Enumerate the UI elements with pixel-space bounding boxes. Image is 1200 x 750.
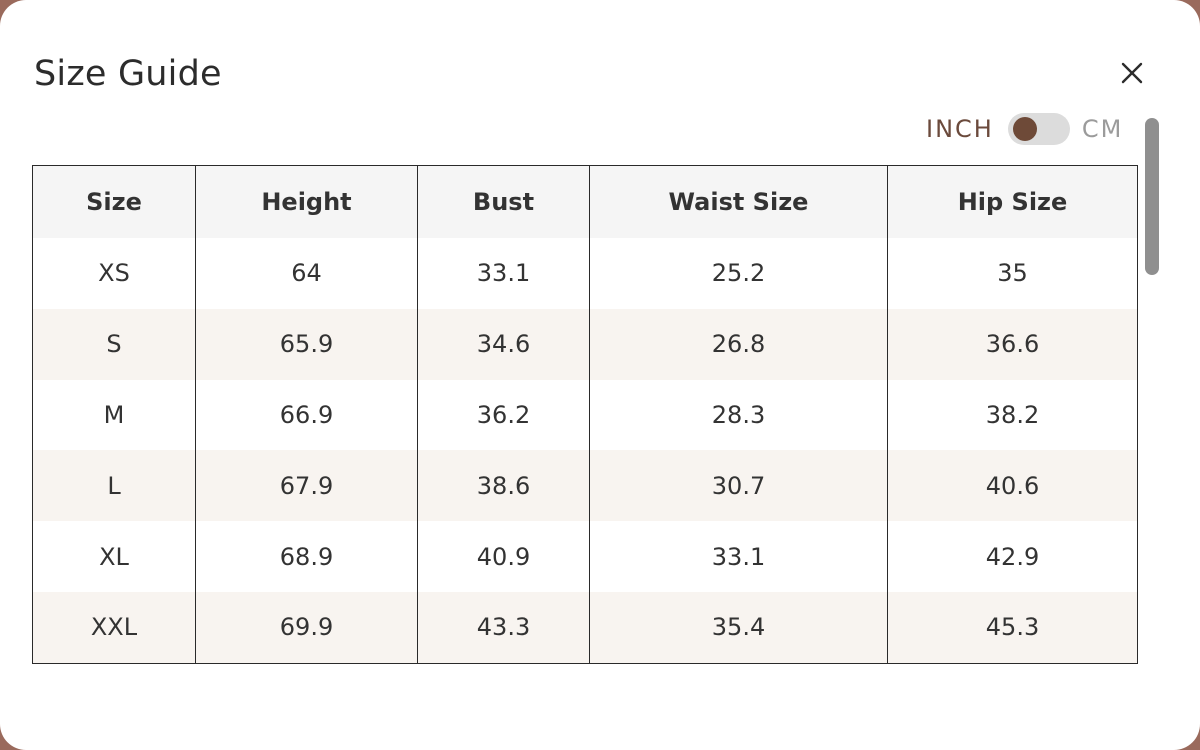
cell-hip: 40.6 [887,450,1138,522]
cell-size: M [32,379,196,451]
table-header-row: Size Height Bust Waist Size Hip Size [32,165,1138,238]
cell-waist: 26.8 [589,308,888,380]
dialog-title: Size Guide [34,54,222,94]
close-button[interactable] [1116,57,1148,89]
header-height: Height [195,165,418,238]
cell-bust: 43.3 [417,591,590,664]
cell-hip: 38.2 [887,379,1138,451]
cell-size: S [32,308,196,380]
cell-height: 64 [195,238,418,309]
cell-waist: 30.7 [589,450,888,522]
cell-waist: 28.3 [589,379,888,451]
cell-size: L [32,450,196,522]
cell-bust: 33.1 [417,238,590,309]
unit-cm-label[interactable]: CM [1081,115,1124,143]
unit-switch: INCH CM [926,112,1123,146]
cell-height: 67.9 [195,450,418,522]
header-bust: Bust [417,165,590,238]
cell-bust: 36.2 [417,379,590,451]
unit-toggle[interactable] [1007,113,1070,145]
close-icon [1121,62,1143,84]
cell-hip: 35 [887,238,1138,309]
cell-waist: 25.2 [589,238,888,309]
scrollbar-thumb[interactable] [1145,118,1159,275]
header-hip-size: Hip Size [887,165,1138,238]
table-row: L 67.9 38.6 30.7 40.6 [32,450,1138,522]
toggle-knob [1012,117,1037,141]
size-table: Size Height Bust Waist Size Hip Size XS … [32,165,1138,664]
cell-size: XXL [32,591,196,664]
header-size: Size [32,165,196,238]
cell-bust: 34.6 [417,308,590,380]
header-waist-size: Waist Size [589,165,888,238]
cell-hip: 45.3 [887,591,1138,664]
table-row: S 65.9 34.6 26.8 36.6 [32,308,1138,380]
table-row: XXL 69.9 43.3 35.4 45.3 [32,591,1138,664]
cell-height: 69.9 [195,591,418,664]
cell-hip: 36.6 [887,308,1138,380]
cell-size: XS [32,238,196,309]
unit-inch-label[interactable]: INCH [926,115,994,143]
cell-waist: 35.4 [589,591,888,664]
cell-height: 66.9 [195,379,418,451]
cell-size: XL [32,521,196,592]
cell-waist: 33.1 [589,521,888,592]
cell-bust: 38.6 [417,450,590,522]
cell-height: 65.9 [195,308,418,380]
cell-bust: 40.9 [417,521,590,592]
cell-hip: 42.9 [887,521,1138,592]
table-row: M 66.9 36.2 28.3 38.2 [32,379,1138,451]
table-row: XL 68.9 40.9 33.1 42.9 [32,521,1138,592]
table-row: XS 64 33.1 25.2 35 [32,238,1138,309]
cell-height: 68.9 [195,521,418,592]
